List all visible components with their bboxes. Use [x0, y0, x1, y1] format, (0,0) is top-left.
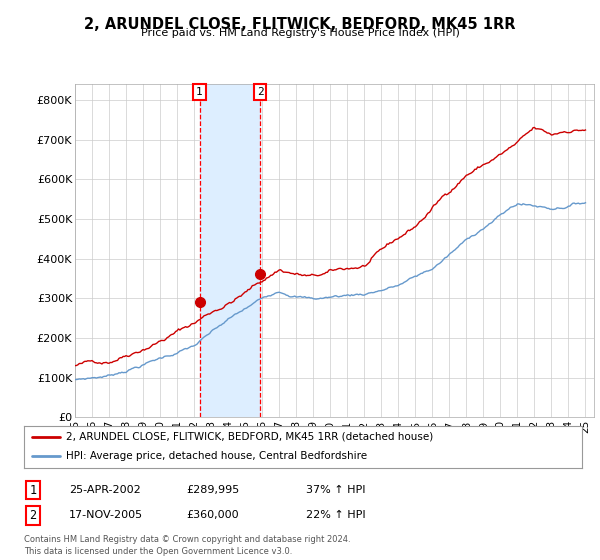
- Text: 2: 2: [257, 87, 263, 97]
- Text: 1: 1: [196, 87, 203, 97]
- Text: 1: 1: [29, 483, 37, 497]
- Text: 37% ↑ HPI: 37% ↑ HPI: [306, 485, 365, 495]
- Text: 25-APR-2002: 25-APR-2002: [69, 485, 141, 495]
- Text: 22% ↑ HPI: 22% ↑ HPI: [306, 510, 365, 520]
- Text: HPI: Average price, detached house, Central Bedfordshire: HPI: Average price, detached house, Cent…: [66, 451, 367, 461]
- Text: 2, ARUNDEL CLOSE, FLITWICK, BEDFORD, MK45 1RR: 2, ARUNDEL CLOSE, FLITWICK, BEDFORD, MK4…: [84, 17, 516, 32]
- Text: Price paid vs. HM Land Registry's House Price Index (HPI): Price paid vs. HM Land Registry's House …: [140, 28, 460, 38]
- Text: 2, ARUNDEL CLOSE, FLITWICK, BEDFORD, MK45 1RR (detached house): 2, ARUNDEL CLOSE, FLITWICK, BEDFORD, MK4…: [66, 432, 433, 442]
- Bar: [200, 84, 260, 417]
- Text: Contains HM Land Registry data © Crown copyright and database right 2024.
This d: Contains HM Land Registry data © Crown c…: [24, 535, 350, 556]
- Text: 2: 2: [29, 508, 37, 522]
- Text: £360,000: £360,000: [186, 510, 239, 520]
- Text: 17-NOV-2005: 17-NOV-2005: [69, 510, 143, 520]
- Text: £289,995: £289,995: [186, 485, 239, 495]
